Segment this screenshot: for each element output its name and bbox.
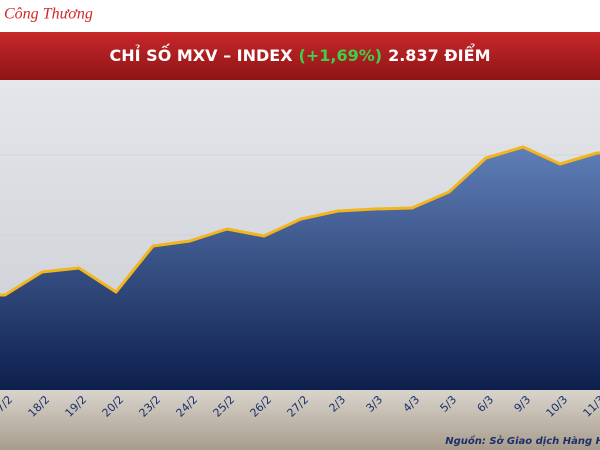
top-strip bbox=[0, 0, 600, 32]
header-band bbox=[0, 32, 600, 80]
area bbox=[0, 147, 600, 390]
chart-title: CHỈ SỐ MXV – INDEX (+1,69%) 2.837 ĐIỂM bbox=[110, 43, 491, 65]
logo: Công Thương bbox=[4, 6, 93, 23]
source-note: Nguồn: Sở Giao dịch Hàng H bbox=[445, 434, 600, 447]
title-level: 2.837 ĐIỂM bbox=[388, 43, 490, 65]
footer-band bbox=[0, 390, 600, 450]
title-change: (+1,69%) bbox=[299, 46, 383, 65]
title-text: CHỈ SỐ MXV – INDEX bbox=[110, 44, 294, 65]
line bbox=[0, 145, 600, 297]
